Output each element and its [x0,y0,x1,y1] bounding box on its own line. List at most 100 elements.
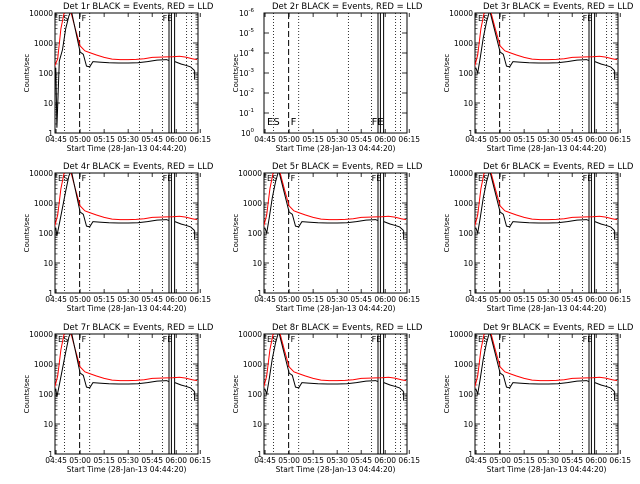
x-tick-label: 05:45 [561,135,583,144]
events-series-line [55,173,170,236]
y-tick-label: 10000 [29,169,53,178]
x-tick-label: 05:30 [326,295,348,304]
y-tick-label: 10 [252,420,262,429]
segment-marker-label: F [502,174,507,183]
y-tick-label: 1 [48,129,53,138]
plot-area: ES F FE [55,13,198,133]
detector-panel: Det 9r BLACK = Events, RED = LLD 1 10 100 10… [443,323,634,474]
events-series-line [174,382,195,392]
x-tick-label: 06:00 [585,456,607,465]
x-tick-label: 06:00 [165,456,187,465]
y-tick-label: 10000 [449,330,473,339]
x-tick-label: 04:45 [465,456,487,465]
y-tick-label: 10-3 [239,68,255,78]
y-tick-label: 100 [459,69,474,78]
detector-panel: Det 7r BLACK = Events, RED = LLD 1 10 100 10… [23,323,214,474]
x-tick-label: 06:15 [189,135,211,144]
detector-panel: Det 6r BLACK = Events, RED = LLD 1 10 100 10… [443,162,634,313]
lld-series-line [475,173,618,227]
x-tick-label: 06:00 [374,456,396,465]
x-tick-label: 05:30 [537,456,559,465]
y-tick-label: 1000 [243,360,262,369]
y-tick-label: 10000 [29,330,53,339]
x-tick-label: 05:15 [302,135,324,144]
x-tick-label: 05:15 [302,456,324,465]
segment-marker-label: FE [163,174,173,183]
y-tick-label: 1 [468,129,473,138]
plot-area: ES F FE [475,13,618,133]
lld-series-line [55,173,198,227]
plot-area: ES F FE [55,173,198,293]
x-tick-label: 06:15 [609,295,631,304]
lld-series-line [264,334,407,388]
y-tick-label: 1000 [454,39,473,48]
x-tick-label: 06:00 [165,135,187,144]
y-tick-label: 1 [48,450,53,459]
x-tick-label: 05:00 [278,135,300,144]
x-axis-label: Start Time (28-Jan-13 04:44:20) [67,465,187,474]
segment-marker-label: F [82,335,87,344]
segment-marker-label: FE [372,117,384,128]
x-tick-label: 05:30 [537,295,559,304]
x-tick-label: 04:45 [465,135,487,144]
events-series-line [264,334,379,396]
segment-marker-label: FE [372,174,382,183]
detector-panel: Det 3r BLACK = Events, RED = LLD 1 10 100 10… [443,2,634,153]
x-tick-label: 05:00 [278,456,300,465]
detector-panel: Det 8r BLACK = Events, RED = LLD 1 10 100 10… [232,323,423,474]
segment-marker-label: FE [583,174,593,183]
x-tick-label: 06:15 [398,135,420,144]
x-tick-label: 05:00 [278,295,300,304]
y-tick-label: 1000 [454,199,473,208]
y-tick-label: 10-1 [239,108,254,118]
y-tick-label: 10-2 [239,88,254,98]
detector-panel: Det 4r BLACK = Events, RED = LLD 1 10 100 10… [23,162,214,313]
x-tick-label: 04:45 [465,295,487,304]
y-tick-label: 100 [248,229,263,238]
y-tick-label: 10000 [238,169,262,178]
y-tick-label: 10000 [449,9,473,18]
y-tick-label: 1000 [243,199,262,208]
detector-panel: Det 5r BLACK = Events, RED = LLD 1 10 100 10… [232,162,423,313]
events-series-line [383,382,404,392]
y-tick-label: 100 [39,390,54,399]
y-tick-label: 10000 [449,169,473,178]
x-tick-label: 04:45 [254,295,276,304]
detector-panel: Det 2r BLACK = Events, RED = LLD 100 10-1 1… [232,2,423,153]
y-tick-label: 10 [463,259,473,268]
y-tick-label: 1000 [34,360,53,369]
plot-area: ES F FE [264,173,407,293]
y-tick-label: 100 [39,69,54,78]
y-tick-label: 10 [463,420,473,429]
x-tick-label: 06:00 [585,295,607,304]
panel-title: Det 3r BLACK = Events, RED = LLD [483,2,634,12]
segment-marker-label: FE [583,335,593,344]
events-series-line [174,221,195,231]
x-axis-label: Start Time (28-Jan-13 04:44:20) [276,144,396,153]
y-axis-label: Counts/sec [232,54,240,93]
y-tick-label: 10 [43,99,53,108]
panel-title: Det 1r BLACK = Events, RED = LLD [63,2,214,12]
plot-frame [263,12,408,134]
x-tick-label: 05:15 [513,295,535,304]
x-tick-label: 05:00 [69,456,91,465]
y-tick-label: 1 [257,289,262,298]
y-axis-label: Counts/sec [443,54,451,93]
x-tick-label: 05:30 [117,295,139,304]
y-tick-label: 10-6 [239,8,255,18]
y-tick-label: 10 [43,259,53,268]
x-tick-label: 05:00 [69,295,91,304]
y-tick-label: 100 [241,128,255,138]
x-tick-label: 06:00 [374,135,396,144]
y-axis-label: Counts/sec [232,214,240,253]
plot-area: ES F FE [55,334,198,454]
x-tick-label: 05:00 [489,295,511,304]
y-tick-label: 100 [459,390,474,399]
y-tick-label: 10000 [238,330,262,339]
events-series-line [475,334,590,396]
events-series-line [594,61,615,71]
y-tick-label: 100 [459,229,474,238]
segment-marker-label: F [291,117,297,128]
x-tick-label: 05:15 [513,135,535,144]
x-axis-label: Start Time (28-Jan-13 04:44:20) [276,465,396,474]
